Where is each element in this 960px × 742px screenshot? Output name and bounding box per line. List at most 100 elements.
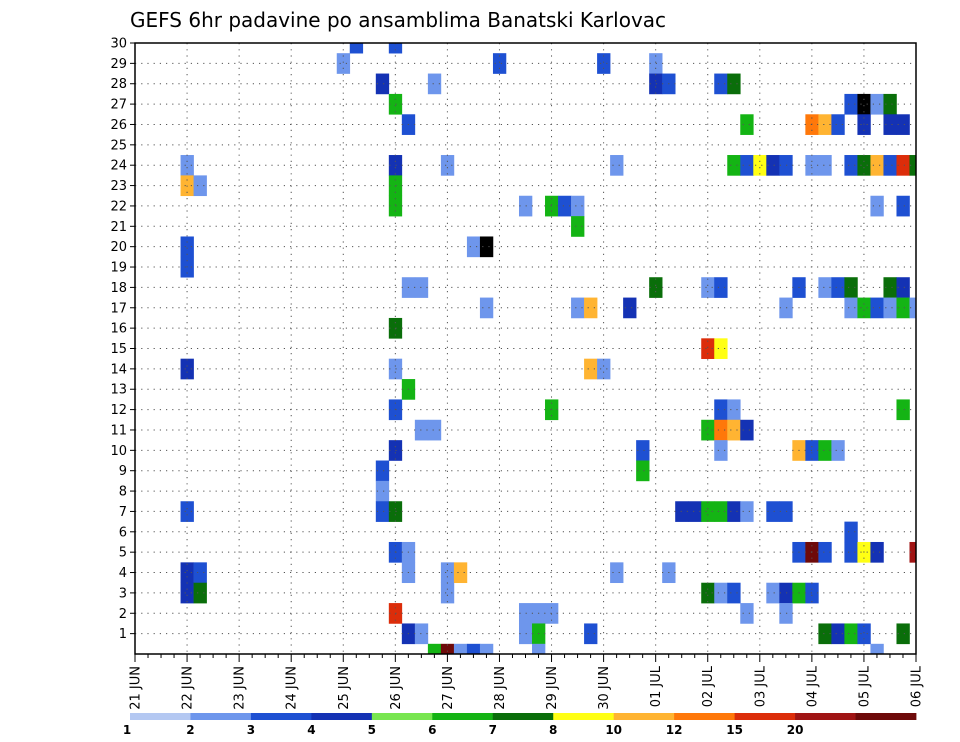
y-tick-label: 6	[119, 525, 127, 540]
y-tick-label: 13	[110, 383, 127, 398]
precip-cell	[779, 155, 793, 176]
precip-cell	[636, 440, 650, 461]
x-tick-label: 28 JUN	[493, 666, 508, 710]
precip-cell	[466, 643, 481, 655]
colorbar-swatch	[553, 713, 615, 720]
precip-cell	[896, 195, 910, 217]
y-tick-label: 24	[110, 159, 127, 174]
colorbar-swatch	[613, 713, 675, 720]
precip-cell	[610, 155, 624, 176]
precip-cell	[701, 419, 715, 441]
colorbar-swatch	[311, 713, 373, 720]
y-tick-label: 19	[110, 261, 127, 276]
x-tick-label: 04 JUL	[805, 665, 820, 707]
precip-cell	[779, 603, 793, 624]
y-tick-label: 11	[110, 423, 127, 438]
precip-cell	[844, 623, 858, 645]
precip-cell	[714, 399, 728, 421]
precip-cell	[180, 236, 194, 258]
precip-cell	[610, 562, 624, 584]
precip-cell	[479, 643, 494, 655]
precip-cell	[675, 501, 689, 522]
precip-cell	[375, 501, 390, 522]
precip-cell	[440, 643, 455, 655]
chart-title: GEFS 6hr padavine po ansamblima Banatski…	[130, 8, 666, 32]
y-tick-label: 23	[110, 179, 127, 194]
y-tick-label: 7	[119, 505, 127, 520]
x-tick-label: 06 JUL	[910, 665, 925, 707]
colorbar-swatch	[190, 713, 252, 720]
precip-cell	[766, 155, 780, 176]
colorbar-label: 7	[489, 723, 497, 737]
precip-cell	[714, 277, 728, 298]
precip-cell	[545, 195, 559, 217]
precip-cell	[818, 277, 832, 298]
precip-cell	[180, 582, 194, 604]
precip-cell	[414, 623, 429, 645]
y-axis-ticks: 1234567891011121314151617181920212223242…	[110, 37, 135, 642]
precip-cell	[440, 562, 455, 584]
colorbar-label: 2	[186, 723, 194, 737]
precip-cell	[492, 53, 507, 74]
y-tick-label: 27	[110, 98, 127, 113]
precip-cell	[831, 440, 845, 461]
colorbar-swatch	[371, 713, 433, 720]
x-tick-label: 21 JUN	[129, 666, 144, 710]
precip-cell	[479, 297, 494, 319]
colorbar-label: 1	[123, 723, 131, 737]
precip-cell	[727, 155, 741, 176]
x-axis-ticks: 21 JUN 22 JUN 23 JUN 24 JUN 25 JUN 26 JUN 27 J…	[129, 654, 925, 710]
precip-cell	[844, 297, 858, 319]
y-tick-label: 4	[119, 566, 127, 581]
precip-cell	[193, 582, 207, 604]
precip-cell	[427, 73, 442, 95]
precip-cell	[584, 297, 598, 319]
precip-cell	[909, 541, 917, 563]
precip-cell	[818, 114, 832, 135]
precip-cell	[844, 277, 858, 298]
precip-cell	[831, 277, 845, 298]
precip-cell	[597, 53, 611, 74]
precip-cell	[571, 195, 585, 217]
precip-cell	[584, 358, 598, 380]
y-tick-label: 3	[119, 586, 127, 601]
precip-cell	[571, 216, 585, 237]
precip-cell	[349, 43, 364, 54]
precip-cell	[597, 358, 611, 380]
y-tick-label: 20	[110, 240, 127, 255]
colorbar-swatch	[795, 713, 856, 720]
precip-cell	[766, 582, 780, 604]
precip-cell	[180, 501, 194, 522]
x-tick-label: 02 JUL	[701, 665, 716, 707]
precip-cell	[714, 501, 728, 522]
precip-cell	[336, 53, 351, 74]
precip-cell	[427, 419, 442, 441]
precip-cell	[740, 419, 754, 441]
precip-cell	[753, 155, 767, 176]
precip-cell	[740, 114, 754, 135]
y-tick-label: 2	[119, 607, 127, 622]
precip-cell	[440, 155, 455, 176]
precip-cell	[857, 93, 871, 115]
colorbar-label: 20	[787, 723, 804, 737]
precip-cell	[714, 419, 728, 441]
precip-cell	[805, 582, 819, 604]
colorbar-label: 10	[605, 723, 622, 737]
colorbar-swatch	[492, 713, 554, 720]
colorbar-swatch	[734, 713, 796, 720]
precip-cell	[180, 358, 194, 380]
colorbar-swatch	[250, 713, 312, 720]
precip-cell	[740, 603, 754, 624]
precip-cell	[883, 155, 897, 176]
y-tick-label: 9	[119, 464, 127, 479]
precip-cell	[818, 623, 832, 645]
precip-cell	[909, 297, 917, 319]
precip-cell	[714, 582, 728, 604]
precip-cell	[779, 297, 793, 319]
precip-cell	[805, 155, 819, 176]
x-tick-label: 23 JUN	[233, 666, 248, 710]
precip-cell	[857, 297, 871, 319]
precip-cell	[466, 236, 481, 258]
precip-cell	[909, 155, 917, 176]
